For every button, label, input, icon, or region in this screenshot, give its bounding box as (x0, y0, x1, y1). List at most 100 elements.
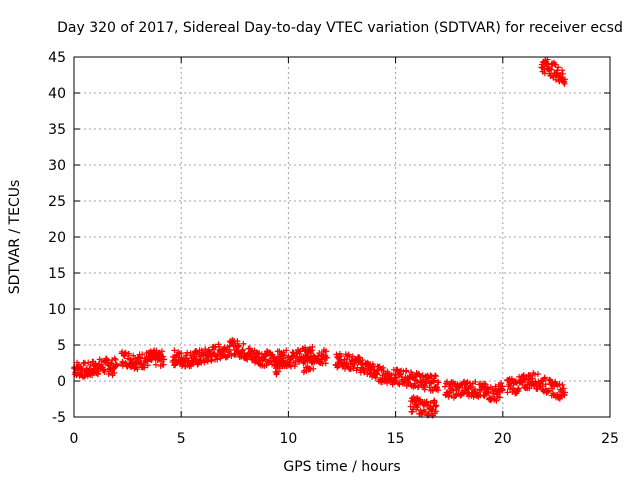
data-point (559, 70, 566, 77)
x-tick-label: 15 (387, 431, 405, 447)
data-point (283, 347, 290, 354)
data-point (393, 374, 400, 381)
data-point (433, 402, 440, 409)
data-point (413, 377, 420, 384)
y-tick-label: 5 (57, 338, 66, 354)
data-point (125, 350, 132, 357)
data-point (427, 400, 434, 407)
data-point (534, 371, 541, 378)
y-tick-label: -5 (52, 410, 66, 426)
data-point (498, 380, 505, 387)
data-point (485, 389, 492, 396)
x-tick-label: 0 (70, 431, 79, 447)
x-axis-label: GPS time / hours (283, 459, 400, 475)
data-point (432, 372, 439, 379)
data-point (545, 387, 552, 394)
y-tick-label: 10 (48, 302, 66, 318)
data-point (311, 359, 318, 366)
data-point (287, 362, 294, 369)
data-point (310, 365, 317, 372)
y-tick-label: 20 (48, 230, 66, 246)
data-point (201, 359, 208, 366)
data-point (432, 373, 439, 380)
data-points (71, 56, 568, 419)
data-point (281, 352, 288, 359)
data-point (202, 346, 209, 353)
data-point (558, 67, 565, 74)
data-point (322, 360, 329, 367)
data-point (493, 397, 500, 404)
data-point (429, 406, 436, 413)
data-point (561, 389, 568, 396)
data-point (82, 360, 89, 367)
data-point (515, 385, 522, 392)
data-point (471, 385, 478, 392)
data-point (305, 364, 312, 371)
data-point (275, 368, 282, 375)
data-point (323, 354, 330, 361)
y-tick-label: 35 (48, 122, 66, 138)
data-point (171, 347, 178, 354)
data-point (376, 363, 383, 370)
y-tick-label: 25 (48, 194, 66, 210)
data-point (233, 348, 240, 355)
data-point (422, 409, 429, 416)
data-point (119, 348, 126, 355)
data-point (130, 352, 137, 359)
data-point (499, 386, 506, 393)
data-point (309, 344, 316, 351)
data-point (211, 344, 218, 351)
data-point (234, 338, 241, 345)
data-point (323, 348, 330, 355)
data-point (546, 65, 553, 72)
data-point (431, 398, 438, 405)
data-point (417, 396, 424, 403)
data-point (178, 350, 185, 357)
data-point (338, 353, 345, 360)
data-point (158, 348, 165, 355)
data-point (548, 66, 555, 73)
data-point (445, 393, 452, 400)
data-point (560, 385, 567, 392)
data-point (472, 378, 479, 385)
data-point (89, 372, 96, 379)
data-point (153, 347, 160, 354)
data-point (188, 363, 195, 370)
y-tick-label: 0 (57, 374, 66, 390)
data-point (415, 383, 422, 390)
data-point (92, 362, 99, 369)
data-point (423, 398, 430, 405)
data-point (333, 353, 340, 360)
data-point (374, 370, 381, 377)
data-point (152, 361, 159, 368)
data-point (122, 349, 129, 356)
data-point (369, 373, 376, 380)
data-point (396, 381, 403, 388)
x-tick-label: 25 (601, 431, 619, 447)
data-point (281, 360, 288, 367)
data-point (384, 380, 391, 387)
data-point (481, 380, 488, 387)
data-point (346, 354, 353, 361)
data-point (161, 356, 168, 363)
data-point (429, 387, 436, 394)
data-point (351, 361, 358, 368)
data-point (111, 369, 118, 376)
data-point (356, 354, 363, 361)
data-point (139, 351, 146, 358)
data-point (240, 340, 247, 347)
y-tick-label: 15 (48, 266, 66, 282)
data-point (141, 364, 148, 371)
data-point (468, 384, 475, 391)
data-point (539, 383, 546, 390)
data-point (403, 367, 410, 374)
x-tick-label: 5 (177, 431, 186, 447)
data-point (95, 371, 102, 378)
data-point (435, 379, 442, 386)
y-tick-label: 30 (48, 158, 66, 174)
y-tick-label: 40 (48, 86, 66, 102)
data-point (555, 64, 562, 71)
data-point (234, 343, 241, 350)
